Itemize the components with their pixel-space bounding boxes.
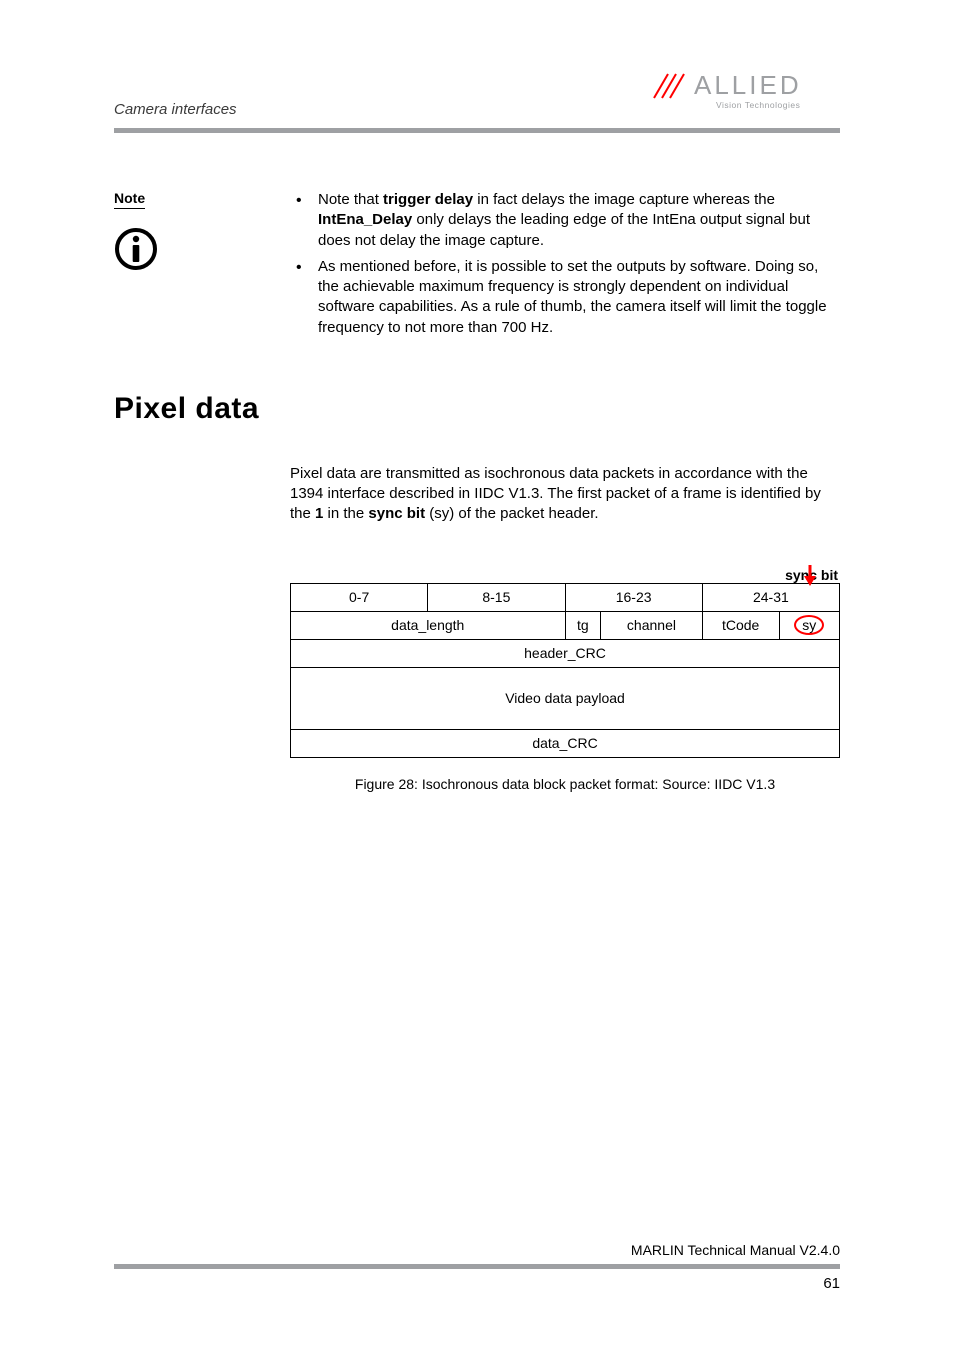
allied-logo-icon: ALLIED Vision Technologies [650,70,840,114]
p-b2: sync bit [368,505,425,522]
note-bullets: Note that trigger delay in fact delays t… [294,190,840,344]
breadcrumb: Camera interfaces [114,101,237,118]
note-block: Note Note that trigger delay in fact del… [114,190,840,344]
data-length-cell: data_length [291,611,566,639]
page-number: 61 [114,1275,840,1292]
channel-cell: channel [601,611,703,639]
bits-8-15: 8-15 [428,583,565,611]
sy-text: sy [802,617,816,633]
logo-text-bottom: Vision Technologies [716,100,800,110]
sy-cell: sy [779,611,839,639]
header-rule [114,128,840,133]
note-label-column: Note [114,190,264,344]
b1-bold1: trigger delay [383,191,473,208]
page-footer: MARLIN Technical Manual V2.4.0 61 [114,1242,840,1292]
p-post: (sy) of the packet header. [425,505,598,522]
sync-arrow-icon [802,565,818,587]
note-label: Note [114,190,145,209]
tg-cell: tg [565,611,601,639]
b1-pre: Note that [318,191,383,208]
header-crc-cell: header_CRC [291,639,840,667]
note-bullet-1: Note that trigger delay in fact delays t… [294,190,840,251]
sync-bit-label: sync bit [290,567,838,583]
bits-24-31: 24-31 [702,583,839,611]
brand-logo: ALLIED Vision Technologies [650,70,840,118]
fields-row: data_length tg channel tCode sy [291,611,840,639]
page-header: Camera interfaces ALLIED Vision Technolo… [114,70,840,133]
logo-text-top: ALLIED [694,70,802,100]
packet-table: 0-7 8-15 16-23 24-31 data_length tg chan… [290,583,840,758]
section-title: Pixel data [114,392,840,426]
data-crc-cell: data_CRC [291,729,840,757]
tcode-cell: tCode [702,611,779,639]
bits-0-7: 0-7 [291,583,428,611]
p-mid: in the [323,505,368,522]
footer-text: MARLIN Technical Manual V2.4.0 [114,1242,840,1258]
bits-row: 0-7 8-15 16-23 24-31 [291,583,840,611]
page-content: Note Note that trigger delay in fact del… [114,190,840,792]
figure-caption: Figure 28: Isochronous data block packet… [290,776,840,792]
bits-16-23: 16-23 [565,583,702,611]
data-crc-row: data_CRC [291,729,840,757]
header-row: Camera interfaces ALLIED Vision Technolo… [114,70,840,118]
b1-bold2: IntEna_Delay [318,211,412,228]
header-crc-row: header_CRC [291,639,840,667]
payload-row: Video data payload [291,667,840,729]
b1-mid1: in fact delays the image capture whereas… [473,191,775,208]
section-paragraph: Pixel data are transmitted as isochronou… [290,464,840,525]
note-bullet-2: As mentioned before, it is possible to s… [294,257,840,338]
info-icon [114,227,264,275]
payload-cell: Video data payload [291,667,840,729]
packet-diagram: 0-7 8-15 16-23 24-31 data_length tg chan… [290,583,840,758]
footer-rule [114,1264,840,1269]
